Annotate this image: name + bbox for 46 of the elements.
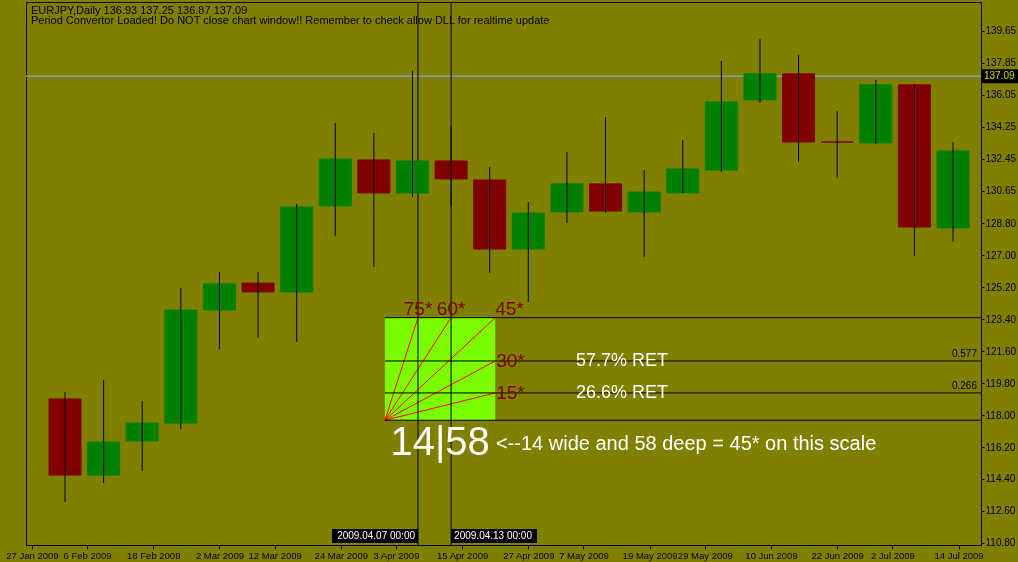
y-tick-label: 110.80 — [985, 537, 1016, 549]
y-tick-label: 125.20 — [985, 281, 1017, 293]
y-tick-label: 116.20 — [985, 441, 1016, 453]
y-tick-label: 130.65 — [985, 185, 1017, 197]
x-tick-label: 22 Jun 2009 — [811, 549, 864, 561]
x-tick-label: 15 Apr 2009 — [437, 549, 489, 561]
x-tick-label: 3 Apr 2009 — [373, 549, 420, 561]
x-tick-label: 14 Jul 2009 — [934, 549, 984, 561]
y-tick-label: 136.05 — [985, 89, 1017, 101]
annotation: <--14 wide and 58 deep = 45* on this scale — [496, 432, 877, 454]
y-tick-label: 132.45 — [985, 153, 1017, 165]
annotation: 14|58 — [390, 419, 490, 464]
x-tick-label: 10 Jun 2009 — [745, 549, 798, 561]
ref-line-label: 2009.04.13 00:00 — [454, 530, 533, 541]
y-tick-label: 121.60 — [985, 345, 1017, 357]
x-tick-label: 2 Jul 2009 — [870, 549, 915, 561]
y-tick-label: 123.40 — [985, 313, 1017, 325]
y-tick-label: 139.65 — [985, 25, 1017, 37]
y-tick-label: 112.60 — [985, 505, 1016, 517]
chart-title: EURJPY,Daily 136.93 137.25 136.87 137.09 — [31, 4, 248, 16]
x-tick-label: 24 Mar 2009 — [314, 549, 368, 561]
annotation: 30* — [496, 349, 526, 371]
annotation: 75* — [403, 297, 433, 319]
x-tick-label: 27 Jan 2009 — [6, 549, 59, 561]
annotation: 57.7% RET — [576, 349, 669, 370]
ref-line-label: 137.09 — [984, 70, 1016, 82]
annotation: 0.577 — [951, 348, 978, 359]
annotation: 45* — [495, 297, 525, 319]
annotation: 0.266 — [951, 380, 978, 391]
x-tick-label: 6 Feb 2009 — [63, 549, 112, 561]
y-tick-label: 118.00 — [985, 409, 1016, 421]
x-tick-label: 18 Feb 2009 — [127, 549, 181, 561]
y-tick-label: 128.80 — [985, 217, 1017, 229]
x-tick-label: 2 Mar 2009 — [195, 549, 244, 561]
y-tick-label: 114.40 — [985, 473, 1016, 485]
x-tick-label: 27 Apr 2009 — [503, 549, 555, 561]
y-tick-label: 127.00 — [985, 249, 1017, 261]
annotation: 26.6% RET — [576, 381, 669, 402]
y-tick-label: 137.85 — [985, 57, 1017, 69]
x-tick-label: 29 May 2009 — [677, 549, 733, 561]
x-tick-label: 7 May 2009 — [559, 549, 609, 561]
ref-line-label: 2009.04.07 00:00 — [337, 530, 416, 541]
x-tick-label: 12 Mar 2009 — [248, 549, 302, 561]
x-tick-label: 19 May 2009 — [622, 549, 678, 561]
y-tick-label: 119.80 — [985, 377, 1016, 389]
y-tick-label: 134.25 — [985, 121, 1017, 133]
